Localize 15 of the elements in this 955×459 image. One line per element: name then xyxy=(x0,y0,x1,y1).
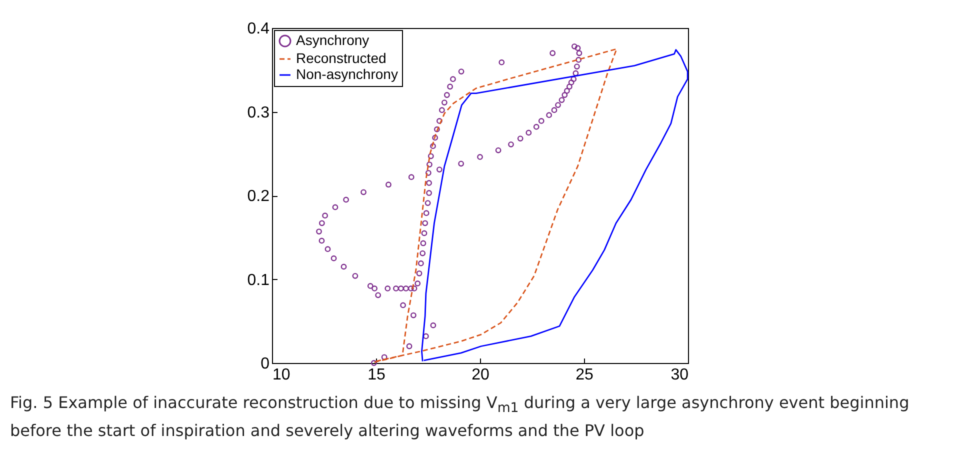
y-tick-label: 0.3 xyxy=(247,104,270,122)
legend-label: Asynchrony xyxy=(296,32,370,48)
line-series xyxy=(421,49,688,362)
caption: Fig. 5 Example of inaccurate reconstruction due to missing V$_{m1}$ during a very large asynchrony event beginning before the start of inspiration and severely altering waveforms and the PV loop xyxy=(10,392,910,442)
x-tick-label: 30 xyxy=(670,366,689,384)
y-tick-label: 0.2 xyxy=(247,188,270,205)
y-tick-label: 0.4 xyxy=(247,20,270,38)
legend-label: Reconstructed xyxy=(296,50,386,66)
x-tick-label: 25 xyxy=(576,366,594,384)
legend-label: Non-asynchrony xyxy=(296,66,398,82)
x-tick-label: 10 xyxy=(272,366,290,384)
x-tick-label: 20 xyxy=(472,366,490,384)
y-tick-label: 0.1 xyxy=(247,272,270,289)
x-tick-label: 15 xyxy=(368,366,386,384)
y-tick-label: 0 xyxy=(260,356,270,372)
